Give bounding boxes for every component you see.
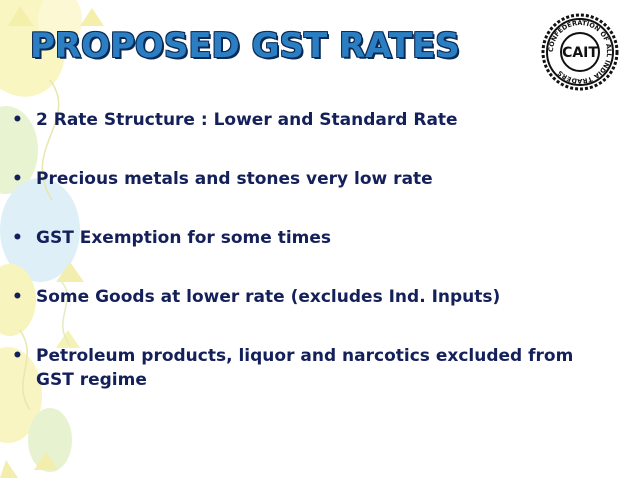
bullet-item: • GST Exemption for some times (12, 226, 612, 250)
bullet-item: • Precious metals and stones very low ra… (12, 167, 612, 191)
bullet-text: Some Goods at lower rate (excludes Ind. … (36, 287, 501, 307)
cait-logo: CONFEDERATION OF ALL INDIA TRADERS CAIT (541, 13, 619, 91)
bullet-marker: • (12, 346, 23, 366)
bullet-marker: • (12, 287, 23, 307)
bullet-marker: • (12, 228, 23, 248)
bullet-list: • 2 Rate Structure : Lower and Standard … (12, 108, 612, 392)
bullet-text: Precious metals and stones very low rate (36, 169, 433, 189)
bullet-marker: • (12, 169, 23, 189)
bullet-text: Petroleum products, liquor and narcotics… (36, 346, 574, 390)
bullet-text: GST Exemption for some times (36, 228, 332, 248)
bullet-item: • Some Goods at lower rate (excludes Ind… (12, 285, 612, 309)
logo-center-text: CAIT (562, 45, 598, 61)
slide-title: PROPOSED GST RATES (30, 26, 460, 66)
bullet-text: 2 Rate Structure : Lower and Standard Ra… (36, 110, 458, 130)
bullet-item: • 2 Rate Structure : Lower and Standard … (12, 108, 612, 132)
bullet-marker: • (12, 110, 23, 130)
bullet-item: • Petroleum products, liquor and narcoti… (12, 344, 612, 392)
